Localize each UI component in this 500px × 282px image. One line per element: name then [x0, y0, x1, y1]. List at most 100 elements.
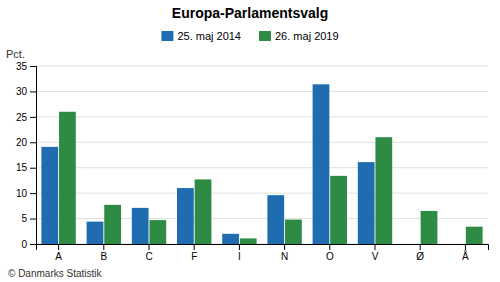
tick: 0 [21, 239, 36, 250]
tick-mark [329, 244, 330, 250]
x-axis: ABCFINOVØÅ [37, 244, 489, 262]
bar [403, 244, 420, 245]
bar [421, 211, 438, 244]
tick-mark [465, 244, 466, 250]
bar [313, 84, 330, 244]
grid-line [36, 193, 488, 194]
tick: F [191, 244, 197, 262]
bar [285, 220, 302, 244]
tick-mark [30, 66, 36, 67]
title: Europa-Parlamentsvalg [172, 5, 328, 21]
tick-mark [30, 91, 36, 92]
bar [104, 205, 121, 244]
legend-swatch [161, 31, 173, 41]
grid-line [36, 218, 488, 219]
bar [375, 137, 392, 244]
tick-mark [103, 244, 104, 250]
tick: Å [462, 244, 469, 262]
bar [87, 222, 104, 244]
tick-label: B [100, 251, 107, 262]
tick: A [55, 244, 62, 262]
legend-item: 26. maj 2019 [259, 30, 339, 42]
grid-line [36, 66, 488, 67]
tick: 5 [21, 213, 36, 224]
tick-label: C [145, 251, 152, 262]
legend: 25. maj 2014 26. maj 2019 [161, 30, 338, 42]
bars [41, 84, 482, 244]
tick-mark [149, 244, 150, 250]
tick-mark [30, 117, 36, 118]
bar [267, 195, 284, 244]
tick: C [145, 244, 152, 262]
grid-line [36, 91, 488, 92]
tick-mark [194, 244, 195, 250]
tick-mark [239, 244, 240, 250]
tick-label: 20 [16, 137, 28, 148]
tick-label: I [238, 251, 241, 262]
tick-label: 30 [16, 86, 28, 97]
tick-mark [375, 244, 376, 250]
tick-mark [284, 244, 285, 250]
tick-label: F [191, 251, 197, 262]
legend-swatch [259, 31, 271, 41]
bar [358, 162, 375, 244]
series [41, 84, 374, 244]
tick-label: 10 [16, 188, 28, 199]
tick-mark [420, 244, 421, 250]
chart: 0 5 10 15 20 25 30 35 A B C F I N O V Ø Å Pct. Europa-Parla… [0, 0, 500, 282]
y-axis-label: Pct. [6, 48, 25, 60]
bar [132, 208, 149, 244]
tick: Ø [416, 244, 424, 262]
tick-mark [58, 244, 59, 250]
grid-line [36, 116, 488, 117]
axis-line [37, 245, 489, 251]
legend-label: 26. maj 2019 [275, 30, 339, 42]
tick-label: 0 [21, 239, 27, 250]
tick: B [100, 244, 107, 262]
tick-label: Å [462, 250, 469, 262]
axis-line [30, 67, 37, 245]
legend-label: 25. maj 2014 [177, 30, 241, 42]
tick-label: V [372, 251, 379, 262]
bar [177, 188, 194, 244]
tick-label: A [55, 251, 62, 262]
plot: 0 5 10 15 20 25 30 35 A B C F I N O V Ø Å [16, 61, 489, 262]
tick: 20 [16, 137, 36, 148]
grid [36, 66, 488, 244]
tick: N [281, 244, 288, 262]
tick-label: 25 [16, 112, 28, 123]
tick-mark [30, 168, 36, 169]
tick: 15 [16, 162, 36, 173]
tick-label: O [326, 251, 334, 262]
bar [149, 220, 166, 244]
tick-label: 35 [16, 61, 28, 72]
annotation: © Danmarks Statistik [8, 268, 103, 279]
tick-label: 5 [21, 213, 27, 224]
y-axis: 0 5 10 15 20 25 30 35 [16, 61, 37, 250]
bar [240, 238, 257, 244]
tick-mark [30, 244, 36, 245]
tick-label: Ø [416, 251, 424, 262]
tick-mark [30, 219, 36, 220]
bar [59, 112, 76, 244]
tick-mark [30, 193, 36, 194]
tick: V [372, 244, 379, 262]
tick-label: 15 [16, 162, 28, 173]
tick: 35 [16, 61, 36, 72]
bar [195, 179, 212, 244]
tick: 30 [16, 86, 36, 97]
tick: I [238, 244, 241, 262]
tick-label: N [281, 251, 288, 262]
grid-line [36, 167, 488, 168]
bar [41, 147, 58, 244]
tick: 10 [16, 188, 36, 199]
bar [330, 176, 347, 244]
tick-mark [30, 142, 36, 143]
bar [448, 244, 465, 245]
series [59, 112, 483, 244]
bar [222, 234, 239, 244]
legend-item: 25. maj 2014 [161, 30, 241, 42]
tick: 25 [16, 112, 36, 123]
bar [466, 227, 483, 244]
tick: O [326, 244, 334, 262]
